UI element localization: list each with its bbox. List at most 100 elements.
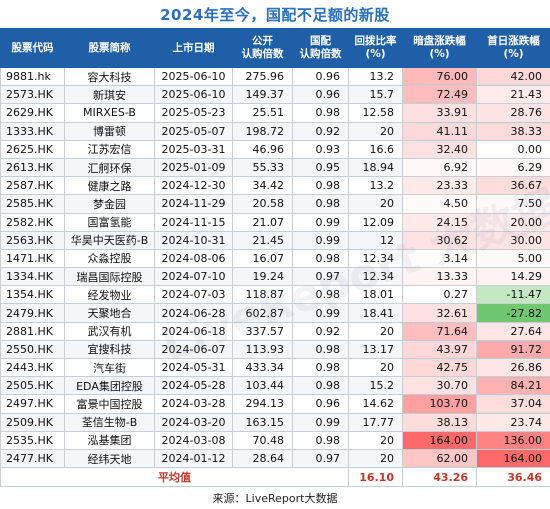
stock-name: 梦金园 xyxy=(65,195,155,213)
intl-subscription: 0.93 xyxy=(293,140,349,158)
dark-change: 103.70 xyxy=(403,395,477,413)
public-subscription: 163.15 xyxy=(233,413,293,431)
column-header: 上市日期 xyxy=(155,29,233,68)
stock-name: 泓基集团 xyxy=(65,431,155,449)
public-subscription: 19.24 xyxy=(233,268,293,286)
intl-subscription: 0.99 xyxy=(293,213,349,231)
clawback-ratio: 18.01 xyxy=(349,286,403,304)
public-subscription: 118.87 xyxy=(233,286,293,304)
stock-code: 2550.HK xyxy=(1,340,65,358)
clawback-ratio: 12 xyxy=(349,231,403,249)
first-day-change: 91.72 xyxy=(477,340,550,358)
clawback-ratio: 18.41 xyxy=(349,304,403,322)
average-ratio: 16.10 xyxy=(349,468,403,487)
first-day-change: 42.00 xyxy=(477,68,550,86)
dark-change: 32.40 xyxy=(403,140,477,158)
intl-subscription: 0.97 xyxy=(293,268,349,286)
stock-code: 1471.HK xyxy=(1,249,65,267)
intl-subscription: 0.99 xyxy=(293,231,349,249)
public-subscription: 113.93 xyxy=(233,340,293,358)
stock-code: 2509.HK xyxy=(1,413,65,431)
stock-code: 2479.HK xyxy=(1,304,65,322)
first-day-change: 5.00 xyxy=(477,249,550,267)
stock-code: 2585.HK xyxy=(1,195,65,213)
stock-name: 经发物业 xyxy=(65,286,155,304)
stock-name: 江苏宏信 xyxy=(65,140,155,158)
first-day-change: 14.29 xyxy=(477,268,550,286)
first-day-change: -27.82 xyxy=(477,304,550,322)
clawback-ratio: 17.77 xyxy=(349,413,403,431)
intl-subscription: 0.96 xyxy=(293,395,349,413)
stock-name: 汇舸环保 xyxy=(65,158,155,176)
intl-subscription: 0.95 xyxy=(293,158,349,176)
listing-date: 2025-05-23 xyxy=(155,104,233,122)
first-day-change: 38.33 xyxy=(477,122,550,140)
dark-change: 23.33 xyxy=(403,177,477,195)
dark-change: 6.92 xyxy=(403,158,477,176)
clawback-ratio: 12.34 xyxy=(349,268,403,286)
intl-subscription: 0.92 xyxy=(293,122,349,140)
dark-change: 76.00 xyxy=(403,68,477,86)
intl-subscription: 0.97 xyxy=(293,449,349,467)
dark-change: 71.64 xyxy=(403,322,477,340)
public-subscription: 55.33 xyxy=(233,158,293,176)
first-day-change: 27.64 xyxy=(477,322,550,340)
stock-name: 新琪安 xyxy=(65,86,155,104)
dark-change: 38.13 xyxy=(403,413,477,431)
ipo-table-card: 2024年至今，国配不足额的新股 股票代码股票简称上市日期公开 认购倍数国配 认… xyxy=(0,0,550,486)
intl-subscription: 0.96 xyxy=(293,68,349,86)
clawback-ratio: 13.2 xyxy=(349,177,403,195)
listing-date: 2024-01-12 xyxy=(155,449,233,467)
public-subscription: 21.45 xyxy=(233,231,293,249)
dark-change: 32.61 xyxy=(403,304,477,322)
first-day-change: 28.76 xyxy=(477,104,550,122)
listing-date: 2024-11-15 xyxy=(155,213,233,231)
clawback-ratio: 12.09 xyxy=(349,213,403,231)
public-subscription: 294.13 xyxy=(233,395,293,413)
intl-subscription: 0.98 xyxy=(293,431,349,449)
stock-code: 1333.HK xyxy=(1,122,65,140)
column-header: 回拨比率 (%) xyxy=(349,29,403,68)
column-header: 股票代码 xyxy=(1,29,65,68)
listing-date: 2025-01-09 xyxy=(155,158,233,176)
public-subscription: 28.64 xyxy=(233,449,293,467)
public-subscription: 149.37 xyxy=(233,86,293,104)
dark-change: 3.14 xyxy=(403,249,477,267)
stock-code: 2587.HK xyxy=(1,177,65,195)
table-header-row: 股票代码股票简称上市日期公开 认购倍数国配 认购倍数回拨比率 (%)暗盘涨跌幅 … xyxy=(1,29,550,68)
stock-name: 众淼控股 xyxy=(65,249,155,267)
first-day-change: 6.29 xyxy=(477,158,550,176)
stock-code: 1354.HK xyxy=(1,286,65,304)
dark-change: 41.11 xyxy=(403,122,477,140)
intl-subscription: 0.99 xyxy=(293,413,349,431)
stock-name: 天聚地合 xyxy=(65,304,155,322)
stock-name: 汽车街 xyxy=(65,359,155,377)
clawback-ratio: 15.2 xyxy=(349,377,403,395)
stock-code: 2625.HK xyxy=(1,140,65,158)
first-day-change: 0.00 xyxy=(477,140,550,158)
clawback-ratio: 20 xyxy=(349,359,403,377)
intl-subscription: 0.98 xyxy=(293,249,349,267)
stock-code: 1334.HK xyxy=(1,268,65,286)
listing-date: 2024-06-07 xyxy=(155,340,233,358)
column-header: 首日涨跌幅 (%) xyxy=(477,29,550,68)
stock-code: 9881.hk xyxy=(1,68,65,86)
listing-date: 2024-10-31 xyxy=(155,231,233,249)
stock-code: 2613.HK xyxy=(1,158,65,176)
ipo-table: 股票代码股票简称上市日期公开 认购倍数国配 认购倍数回拨比率 (%)暗盘涨跌幅 … xyxy=(0,28,550,487)
intl-subscription: 0.98 xyxy=(293,286,349,304)
clawback-ratio: 20 xyxy=(349,322,403,340)
public-subscription: 46.96 xyxy=(233,140,293,158)
first-day-change: -11.47 xyxy=(477,286,550,304)
intl-subscription: 0.98 xyxy=(293,195,349,213)
dark-change: 42.75 xyxy=(403,359,477,377)
